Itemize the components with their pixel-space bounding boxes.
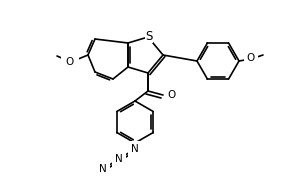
Text: S: S (145, 30, 153, 42)
Text: N: N (131, 144, 139, 154)
Text: O: O (66, 57, 74, 67)
Text: N: N (115, 154, 123, 164)
Text: O: O (167, 90, 175, 100)
Text: O: O (247, 53, 255, 63)
Text: N: N (99, 164, 107, 174)
